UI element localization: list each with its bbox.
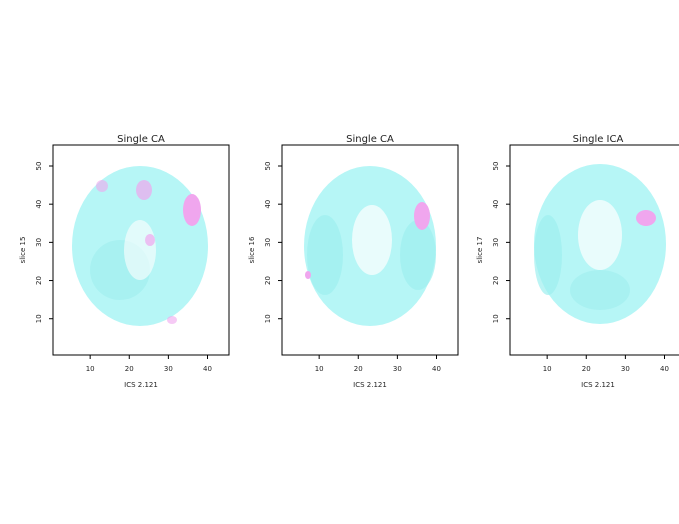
x-tick-label: 10 xyxy=(315,365,324,373)
y-tick-label: 30 xyxy=(492,238,500,247)
y-tick-label: 30 xyxy=(264,238,272,247)
panel-title: Single CA xyxy=(117,134,165,145)
x-tick-label: 30 xyxy=(393,365,402,373)
x-axis-label: ICS 2.121 xyxy=(581,381,615,389)
y-tick-label: 30 xyxy=(35,238,43,247)
x-tick-label: 10 xyxy=(86,365,95,373)
panel-title: Single ICA xyxy=(573,134,624,145)
panel-title: Single CA xyxy=(346,134,394,145)
x-tick-label: 20 xyxy=(354,365,363,373)
y-tick-label: 40 xyxy=(492,200,500,209)
y-tick-label: 50 xyxy=(264,162,272,171)
y-axis-label: slice 15 xyxy=(19,237,27,264)
x-tick-label: 20 xyxy=(582,365,591,373)
y-tick-label: 50 xyxy=(492,162,500,171)
x-tick-label: 30 xyxy=(621,365,630,373)
y-axis-label: slice 17 xyxy=(476,237,484,264)
plot-frame xyxy=(52,144,230,356)
x-tick-label: 20 xyxy=(125,365,134,373)
y-tick-label: 20 xyxy=(492,276,500,285)
y-tick-label: 20 xyxy=(264,276,272,285)
y-tick-label: 10 xyxy=(264,314,272,323)
x-axis-label: ICS 2.121 xyxy=(353,381,387,389)
y-tick-label: 40 xyxy=(264,200,272,209)
y-tick-label: 10 xyxy=(35,314,43,323)
brain-image-3 xyxy=(534,164,666,324)
x-tick-label: 40 xyxy=(203,365,212,373)
plot-frame xyxy=(281,144,459,356)
x-tick-label: 10 xyxy=(543,365,552,373)
x-tick-label: 40 xyxy=(660,365,669,373)
y-tick-label: 50 xyxy=(35,162,43,171)
y-tick-label: 10 xyxy=(492,314,500,323)
brain-image-2 xyxy=(304,166,436,326)
y-tick-label: 40 xyxy=(35,200,43,209)
plot-frame xyxy=(509,144,679,356)
brain-image-1 xyxy=(72,166,208,326)
y-tick-label: 20 xyxy=(35,276,43,285)
x-tick-label: 40 xyxy=(432,365,441,373)
x-tick-label: 30 xyxy=(164,365,173,373)
x-axis-label: ICS 2.121 xyxy=(124,381,158,389)
y-axis-label: slice 16 xyxy=(248,236,256,263)
